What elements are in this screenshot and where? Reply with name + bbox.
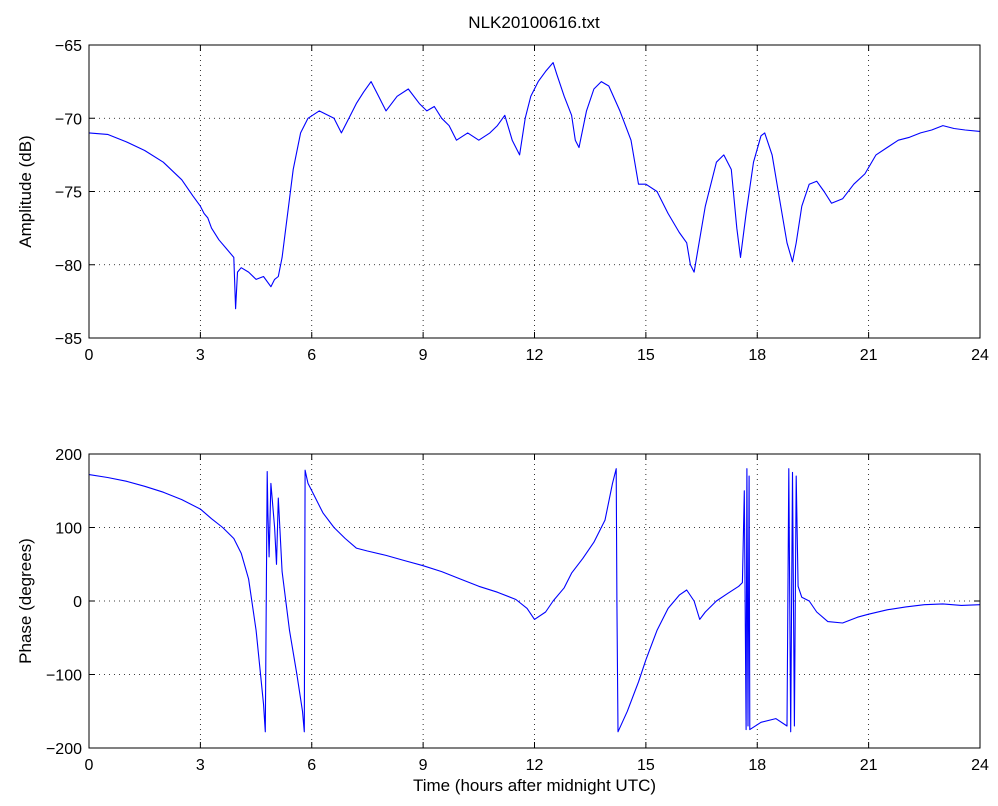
phase-x-tick-label: 9 <box>419 757 428 774</box>
amplitude-y-axis-label: Amplitude (dB) <box>16 135 35 247</box>
amplitude-x-tick-label: 12 <box>526 347 544 364</box>
amplitude-y-tick-label: −85 <box>55 331 82 348</box>
phase-y-axis-label: Phase (degrees) <box>16 538 35 664</box>
phase-x-tick-label: 18 <box>748 757 766 774</box>
amplitude-ticks: 0 3 6 9 12 15 18 21 24 −85 −80 −75 −70 −65 <box>55 38 989 364</box>
phase-x-tick-label: 6 <box>307 757 316 774</box>
amplitude-x-tick-label: 21 <box>860 347 878 364</box>
amplitude-x-tick-label: 15 <box>637 347 655 364</box>
amplitude-y-tick-label: −80 <box>55 258 82 275</box>
phase-y-tick-label: −100 <box>46 668 82 685</box>
phase-x-tick-label: 15 <box>637 757 655 774</box>
amplitude-series-line <box>88 62 981 310</box>
phase-x-tick-label: 3 <box>196 757 205 774</box>
amplitude-x-tick-label: 6 <box>307 347 316 364</box>
phase-y-tick-label: −200 <box>46 741 82 758</box>
amplitude-panel: 0 3 6 9 12 15 18 21 24 −85 −80 −75 −70 −65 Amplitude … <box>16 38 989 364</box>
phase-x-axis-label: Time (hours after midnight UTC) <box>413 776 656 795</box>
amplitude-y-tick-label: −65 <box>55 38 82 55</box>
phase-y-tick-label: 0 <box>73 594 82 611</box>
phase-ticks: 0 3 6 9 12 15 18 21 24 −200 −100 0 100 200 <box>46 447 989 774</box>
amplitude-y-tick-label: −70 <box>55 111 82 128</box>
amplitude-y-tick-label: −75 <box>55 185 82 202</box>
phase-series-line <box>88 468 981 733</box>
phase-y-tick-label: 200 <box>55 447 82 464</box>
phase-panel: 0 3 6 9 12 15 18 21 24 −200 −100 0 100 200 Phase (deg… <box>16 447 989 795</box>
amplitude-grid <box>89 45 980 338</box>
amplitude-x-tick-label: 18 <box>748 347 766 364</box>
phase-x-tick-label: 12 <box>526 757 544 774</box>
phase-y-tick-label: 100 <box>55 521 82 538</box>
phase-x-tick-label: 24 <box>971 757 989 774</box>
amplitude-x-tick-label: 9 <box>419 347 428 364</box>
phase-x-tick-label: 21 <box>860 757 878 774</box>
phase-x-tick-label: 0 <box>85 757 94 774</box>
amplitude-x-tick-label: 0 <box>85 347 94 364</box>
phase-grid <box>89 454 980 748</box>
amplitude-x-tick-label: 24 <box>971 347 989 364</box>
amplitude-x-tick-label: 3 <box>196 347 205 364</box>
chart-title: NLK20100616.txt <box>468 13 600 32</box>
